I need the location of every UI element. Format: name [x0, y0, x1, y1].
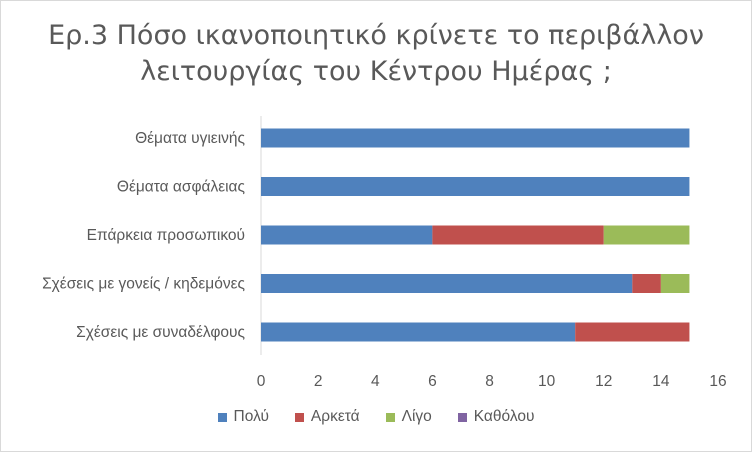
bar-segment	[261, 274, 633, 293]
chart-legend: Πολύ Αρκετά Λίγο Καθόλου	[0, 408, 752, 426]
x-tick-label: 2	[314, 373, 323, 390]
legend-item: Αρκετά	[294, 408, 360, 426]
legend-item: Πολύ	[217, 408, 269, 426]
chart-title: Ερ.3 Πόσο ικανοποιητικό κρίνετε το περιβ…	[0, 18, 752, 90]
x-tick-label: 16	[709, 373, 726, 390]
bar-segment	[575, 322, 690, 342]
bar-segment	[261, 177, 690, 196]
chart-title-line-2: λειτουργίας του Κέντρου Ημέρας ;	[140, 56, 612, 87]
x-tick-label: 6	[428, 373, 437, 390]
x-tick-label: 10	[538, 373, 556, 390]
chart-title-line-1: Ερ.3 Πόσο ικανοποιητικό κρίνετε το περιβ…	[48, 20, 704, 51]
legend-label: Καθόλου	[473, 408, 535, 425]
legend-swatch	[385, 412, 395, 422]
bar-segment	[261, 225, 433, 245]
legend-label: Λίγο	[401, 408, 432, 425]
x-tick-label: 8	[485, 373, 494, 390]
bar-segment	[261, 322, 576, 342]
legend-label: Αρκετά	[310, 408, 360, 425]
bar-segment	[261, 128, 690, 148]
bar-segment	[603, 225, 690, 245]
x-tick-label: 14	[652, 373, 670, 390]
legend-swatch	[457, 412, 467, 422]
legend-swatch	[294, 412, 304, 422]
category-label: Επάρκεια προσωπικού	[87, 227, 245, 244]
category-label: Θέματα υγιεινής	[135, 130, 245, 147]
category-label: Σχέσεις με συναδέλφους	[76, 324, 245, 341]
legend-item: Καθόλου	[457, 408, 535, 426]
x-tick-label: 0	[257, 373, 266, 390]
bar-segment	[432, 225, 604, 245]
bar-segment	[660, 274, 690, 293]
legend-item: Λίγο	[385, 408, 432, 426]
x-tick-label: 12	[595, 373, 612, 390]
legend-swatch	[217, 412, 227, 422]
legend-label: Πολύ	[233, 408, 269, 425]
x-tick-label: 4	[371, 373, 380, 390]
bar-segment	[632, 274, 661, 293]
category-label: Θέματα ασφάλειας	[117, 179, 245, 196]
category-label: Σχέσεις με γονείς / κηδεμόνες	[42, 276, 245, 293]
